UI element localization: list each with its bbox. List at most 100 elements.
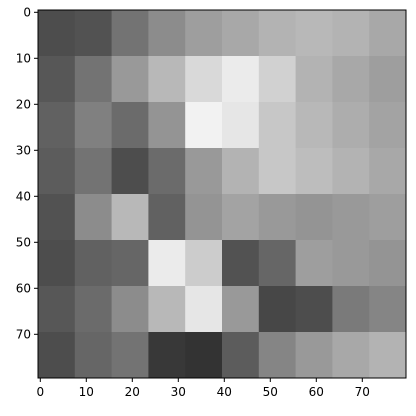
image-cell <box>111 10 149 57</box>
image-cell <box>295 10 333 57</box>
image-cell <box>185 240 223 287</box>
image-cell <box>38 148 76 195</box>
image-cell <box>148 286 186 333</box>
image-cell <box>148 194 186 241</box>
image-cell <box>295 56 333 103</box>
image-cell <box>295 240 333 287</box>
x-tick-label: 70 <box>355 385 370 399</box>
image-cell <box>148 10 186 57</box>
image-cell <box>74 102 113 149</box>
image-cell <box>111 56 149 103</box>
image-cell <box>332 240 370 287</box>
image-cell <box>111 148 149 195</box>
image-cell <box>148 332 186 379</box>
image-cell <box>369 240 407 287</box>
image-cell <box>332 286 370 333</box>
image-cell <box>369 286 407 333</box>
image-cell <box>258 194 297 241</box>
y-tick-label: 50 <box>16 235 31 249</box>
image-cell <box>38 286 76 333</box>
image-cell <box>369 194 407 241</box>
image-cell <box>369 56 407 103</box>
y-tick-label: 20 <box>16 97 31 111</box>
image-cell <box>38 194 76 241</box>
image-cell <box>185 148 223 195</box>
image-cell <box>222 148 260 195</box>
image-cell <box>148 102 186 149</box>
image-cell <box>38 332 76 379</box>
x-axis: 0 10 20 30 40 50 60 70 <box>36 378 370 399</box>
image-cell <box>74 56 113 103</box>
image-cell <box>369 332 407 379</box>
image-cell <box>332 148 370 195</box>
image-cell <box>74 332 113 379</box>
image-cell <box>38 10 76 57</box>
y-tick-label: 70 <box>16 327 31 341</box>
y-tick-label: 10 <box>16 51 31 65</box>
image-cell <box>295 286 333 333</box>
x-tick-label: 10 <box>79 385 94 399</box>
image-cell <box>185 10 223 57</box>
image-cell <box>74 286 113 333</box>
image-cell <box>185 194 223 241</box>
image-cell <box>295 332 333 379</box>
image-area <box>38 10 407 379</box>
y-axis: 0 10 20 30 40 50 60 70 <box>16 5 38 341</box>
image-cell <box>222 194 260 241</box>
y-tick-label: 60 <box>16 281 31 295</box>
y-tick-label: 0 <box>23 5 31 19</box>
image-cell <box>332 56 370 103</box>
x-tick-label: 60 <box>309 385 324 399</box>
image-cell <box>185 102 223 149</box>
image-cell <box>332 194 370 241</box>
image-cell <box>295 194 333 241</box>
x-tick-label: 50 <box>263 385 278 399</box>
image-cell <box>258 332 297 379</box>
image-cell <box>258 102 297 149</box>
image-cell <box>258 286 297 333</box>
image-cell <box>185 56 223 103</box>
image-cell <box>111 240 149 287</box>
y-tick-label: 30 <box>16 143 31 157</box>
image-cell <box>74 10 113 57</box>
y-tick-label: 40 <box>16 189 31 203</box>
image-cell <box>74 194 113 241</box>
image-cell <box>38 102 76 149</box>
image-cell <box>111 102 149 149</box>
image-cell <box>222 102 260 149</box>
image-cell <box>258 10 297 57</box>
image-cell <box>111 332 149 379</box>
image-cell <box>222 240 260 287</box>
image-cell <box>38 240 76 287</box>
x-tick-label: 30 <box>171 385 186 399</box>
image-cell <box>222 10 260 57</box>
x-tick-label: 20 <box>125 385 140 399</box>
image-cell <box>111 286 149 333</box>
x-tick-label: 0 <box>36 385 44 399</box>
x-tick-label: 40 <box>217 385 232 399</box>
image-cell <box>185 332 223 379</box>
image-cell <box>258 56 297 103</box>
image-cell <box>74 148 113 195</box>
image-cell <box>332 10 370 57</box>
image-cell <box>369 102 407 149</box>
image-cell <box>148 148 186 195</box>
image-cell <box>148 240 186 287</box>
image-cell <box>222 286 260 333</box>
image-cell <box>258 148 297 195</box>
image-cell <box>38 56 76 103</box>
image-cell <box>185 286 223 333</box>
image-cell <box>111 194 149 241</box>
image-cell <box>332 332 370 379</box>
image-cell <box>258 240 297 287</box>
plot-frame <box>37 9 407 379</box>
image-cell <box>295 102 333 149</box>
image-cell <box>369 148 407 195</box>
image-cell <box>148 56 186 103</box>
image-cell <box>222 56 260 103</box>
image-cell <box>332 102 370 149</box>
image-cell <box>74 240 113 287</box>
image-cell <box>222 332 260 379</box>
image-cell <box>295 148 333 195</box>
